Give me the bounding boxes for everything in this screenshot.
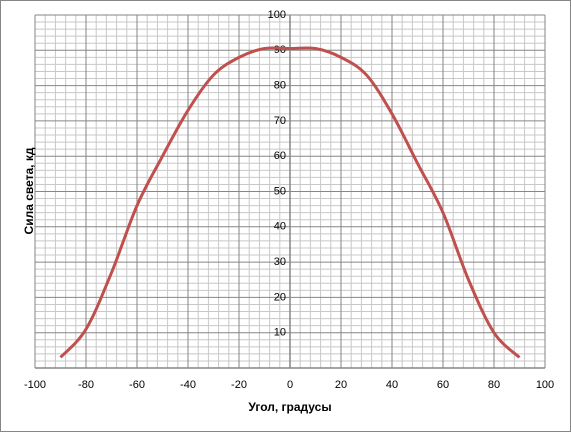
- y-tick-label: 70: [274, 115, 286, 127]
- y-axis-label: Сила света, кд: [22, 147, 36, 234]
- y-tick-label: 100: [268, 9, 286, 21]
- y-tick-label: 50: [274, 185, 286, 197]
- y-tick-label: 90: [274, 44, 286, 56]
- x-tick-label: -80: [78, 379, 94, 391]
- x-tick-label: 100: [536, 379, 554, 391]
- y-tick-label: 20: [274, 291, 286, 303]
- x-tick-label: 20: [335, 379, 347, 391]
- y-tick-label: 10: [274, 327, 286, 339]
- x-tick-label: -20: [231, 379, 247, 391]
- x-tick-label: 0: [287, 379, 293, 391]
- x-tick-label: 80: [488, 379, 500, 391]
- data-line: [59, 46, 521, 359]
- x-axis-label: Угол, градусы: [248, 400, 331, 414]
- x-tick-label: -60: [129, 379, 145, 391]
- y-tick-label: 60: [274, 150, 286, 162]
- y-tick-label: 30: [274, 256, 286, 268]
- x-tick-label: 40: [386, 379, 398, 391]
- x-tick-label: -100: [24, 379, 46, 391]
- grid: [34, 14, 546, 368]
- y-tick-label: 80: [274, 80, 286, 92]
- y-tick-label: 40: [274, 221, 286, 233]
- x-tick-label: -40: [180, 379, 196, 391]
- x-tick-label: 60: [437, 379, 449, 391]
